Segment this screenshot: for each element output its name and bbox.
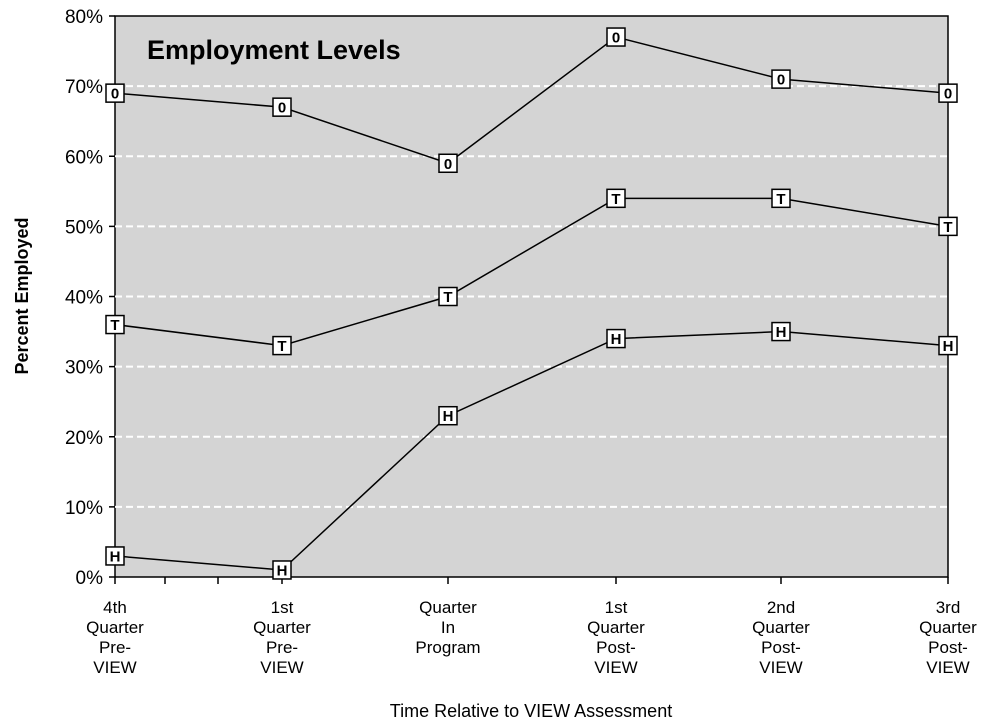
data-point-marker: [606, 27, 626, 47]
data-point-marker: [938, 335, 958, 356]
data-point-marker: [438, 286, 458, 307]
series-markers: 0 0 0 0 0 0 T T T T T T H H H H H H: [105, 27, 958, 580]
x-category-label-line: Pre-: [99, 638, 131, 657]
x-category-label-line: VIEW: [594, 658, 637, 677]
data-point-label: H: [943, 338, 954, 355]
x-category-label-line: Post-: [761, 638, 801, 657]
data-point-marker: [438, 405, 458, 426]
data-point-label: H: [443, 408, 454, 425]
data-point-label: T: [776, 191, 785, 208]
data-point-label: T: [943, 219, 952, 236]
data-point-marker: [771, 321, 791, 342]
x-category-label-line: VIEW: [93, 658, 136, 677]
y-tick-label: 40%: [65, 288, 103, 309]
data-point-marker: [771, 188, 791, 209]
x-category-label-line: Pre-: [266, 638, 298, 657]
x-category-label-line: Post-: [928, 638, 968, 657]
x-category-label-line: VIEW: [926, 658, 969, 677]
y-tick-label: 10%: [65, 498, 103, 519]
x-category-label: 1st Quarter Pre-VIEW: [253, 598, 311, 677]
data-point-label: 0: [444, 156, 452, 173]
x-category-label-line: 1st: [605, 598, 628, 617]
x-category-label-line: Program: [415, 638, 480, 657]
x-category-label: 4th Quarter Pre-VIEW: [86, 598, 144, 677]
data-point-label: 0: [777, 72, 785, 89]
x-category-label: Quarter In Program: [415, 598, 480, 657]
axes: [109, 15, 949, 584]
data-point-marker: [272, 335, 292, 356]
data-point-marker: [272, 560, 292, 580]
data-point-label: 0: [111, 86, 119, 103]
data-point-marker: [105, 546, 125, 566]
data-point-label: T: [611, 191, 620, 208]
x-category-label-line: 2nd: [767, 598, 795, 617]
series-line-t: [114, 197, 949, 347]
x-category-label-line: Post-: [596, 638, 636, 657]
y-tick-label: 70%: [65, 77, 103, 98]
data-point-marker: [606, 188, 626, 209]
data-point-label: 0: [944, 86, 952, 103]
data-point-marker: [606, 328, 626, 349]
y-tick-label: 30%: [65, 358, 103, 379]
data-point-label: 0: [612, 30, 620, 47]
x-category-label-line: Quarter: [253, 618, 311, 637]
x-axis-title: Time Relative to VIEW Assessment: [390, 701, 672, 721]
x-category-label-line: Quarter: [919, 618, 977, 637]
series-line-h: [114, 330, 949, 571]
y-tick-label: 80%: [65, 7, 103, 28]
data-point-marker: [438, 153, 458, 174]
data-point-marker: [272, 97, 292, 117]
data-point-label: H: [776, 324, 787, 341]
x-category-label-line: Quarter: [419, 598, 477, 617]
series-lines: [114, 36, 949, 571]
x-category-label-line: Quarter: [86, 618, 144, 637]
x-category-label-line: In: [441, 618, 455, 637]
data-point-label: T: [443, 289, 452, 306]
y-axis-title: Percent Employed: [12, 217, 32, 374]
data-point-marker: [105, 314, 125, 335]
data-point-label: T: [110, 317, 119, 334]
chart-title: Employment Levels: [147, 35, 401, 65]
x-category-label-line: 4th: [103, 598, 127, 617]
x-category-label: 1st Quarter Post-VIEW: [587, 598, 645, 677]
data-point-label: 0: [278, 100, 286, 117]
x-category-label-line: VIEW: [260, 658, 303, 677]
data-point-marker: [938, 83, 958, 103]
data-point-label: T: [277, 338, 286, 355]
data-point-marker: [938, 216, 958, 237]
y-tick-label: 60%: [65, 147, 103, 168]
data-point-marker: [771, 69, 791, 89]
x-category-label-line: 1st: [271, 598, 294, 617]
x-category-label-line: 3rd: [936, 598, 961, 617]
x-category-label-line: Quarter: [752, 618, 810, 637]
axis-labels: 0%10%20%30%40%50%60%70%80%4th Quarter Pre-…: [65, 7, 977, 677]
gridlines: [115, 85, 948, 508]
data-point-label: H: [277, 562, 288, 579]
x-category-label-line: VIEW: [759, 658, 802, 677]
x-category-label-line: Quarter: [587, 618, 645, 637]
data-point-label: H: [110, 548, 121, 565]
x-category-label: 3rd Quarter Post-VIEW: [919, 598, 977, 677]
data-point-marker: [105, 83, 125, 103]
y-tick-label: 50%: [65, 217, 103, 238]
x-category-label: 2nd Quarter Post-VIEW: [752, 598, 810, 677]
data-point-label: H: [611, 331, 622, 348]
y-tick-label: 20%: [65, 428, 103, 449]
series-line-0: [114, 36, 949, 165]
y-tick-label: 0%: [76, 568, 104, 589]
